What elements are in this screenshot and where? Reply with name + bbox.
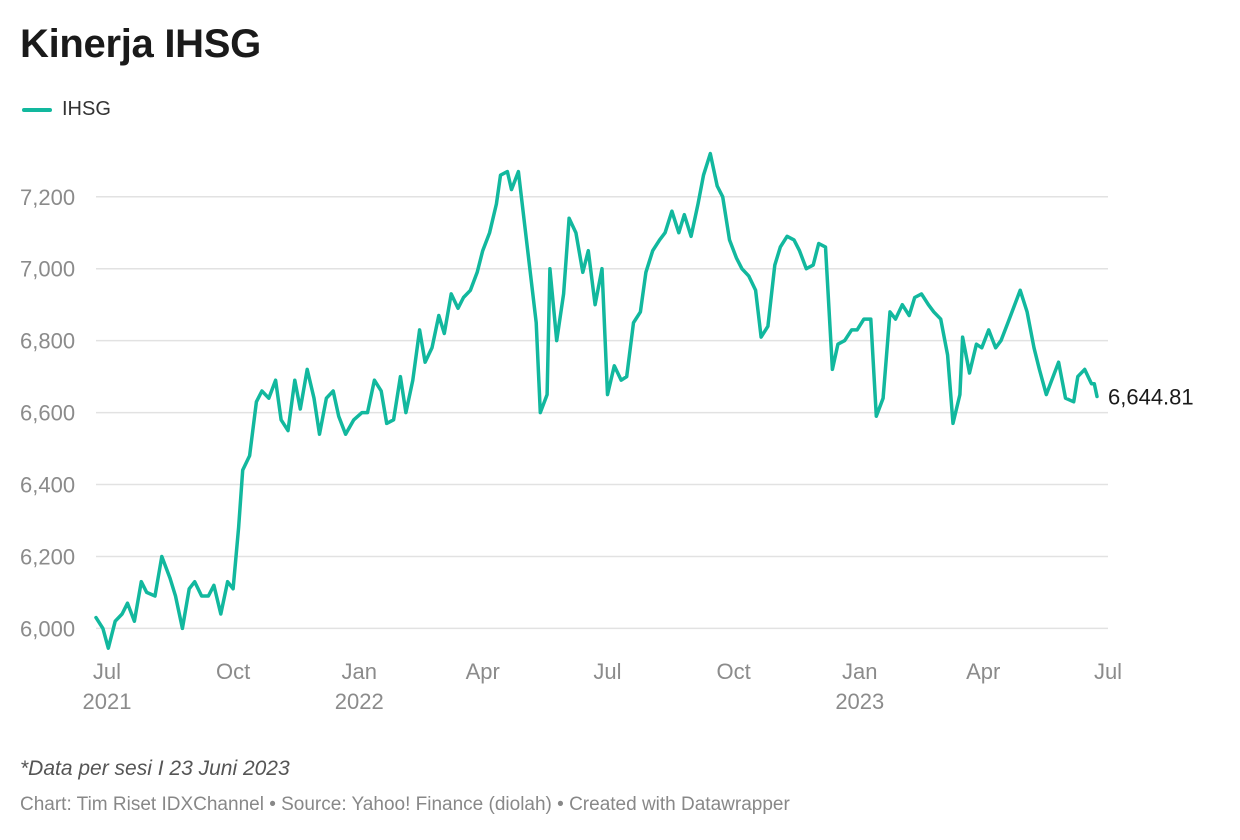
y-tick-label: 7,000 <box>20 257 75 282</box>
x-tick-year-label: 2021 <box>82 689 131 714</box>
legend-swatch <box>22 107 52 112</box>
series-line-ihsg <box>94 151 1099 650</box>
series-ihsg <box>94 151 1099 650</box>
x-tick-label: Apr <box>466 659 500 684</box>
x-tick-label: Jul <box>93 659 121 684</box>
x-tick-label: Jan <box>842 659 877 684</box>
y-tick-label: 7,200 <box>20 185 75 210</box>
y-tick-label: 6,400 <box>20 473 75 498</box>
y-tick-label: 6,800 <box>20 329 75 354</box>
x-tick-year-label: 2022 <box>335 689 384 714</box>
legend: IHSG <box>22 98 111 121</box>
x-tick-label: Jul <box>1094 659 1122 684</box>
end-value-label: 6,644.81 <box>1108 384 1194 409</box>
x-tick-label: Jul <box>593 659 621 684</box>
y-tick-label: 6,000 <box>20 616 75 641</box>
chart-title: Kinerja IHSG <box>20 22 261 66</box>
gridlines <box>96 196 1108 630</box>
credits: Chart: Tim Riset IDXChannel • Source: Ya… <box>20 794 790 815</box>
footnote: *Data per sesi I 23 Juni 2023 <box>20 757 290 780</box>
y-tick-label: 6,600 <box>20 401 75 426</box>
x-tick-label: Jan <box>342 659 377 684</box>
x-tick-label: Oct <box>216 659 250 684</box>
x-tick-label: Apr <box>966 659 1000 684</box>
x-tick-year-label: 2023 <box>835 689 884 714</box>
x-tick-label: Oct <box>717 659 751 684</box>
legend-label-ihsg: IHSG <box>62 98 111 120</box>
y-tick-label: 6,200 <box>20 544 75 569</box>
y-axis: 6,000 6,200 6,400 6,600 6,800 7,000 7,200 <box>20 185 75 642</box>
line-chart: 6,000 6,200 6,400 6,600 6,800 7,000 7,200 Jul 2… <box>20 151 1194 714</box>
x-axis: Jul 2021 Oct Jan 2022 Apr Jul Oct Jan 2023 Apr Jul <box>82 659 1122 714</box>
